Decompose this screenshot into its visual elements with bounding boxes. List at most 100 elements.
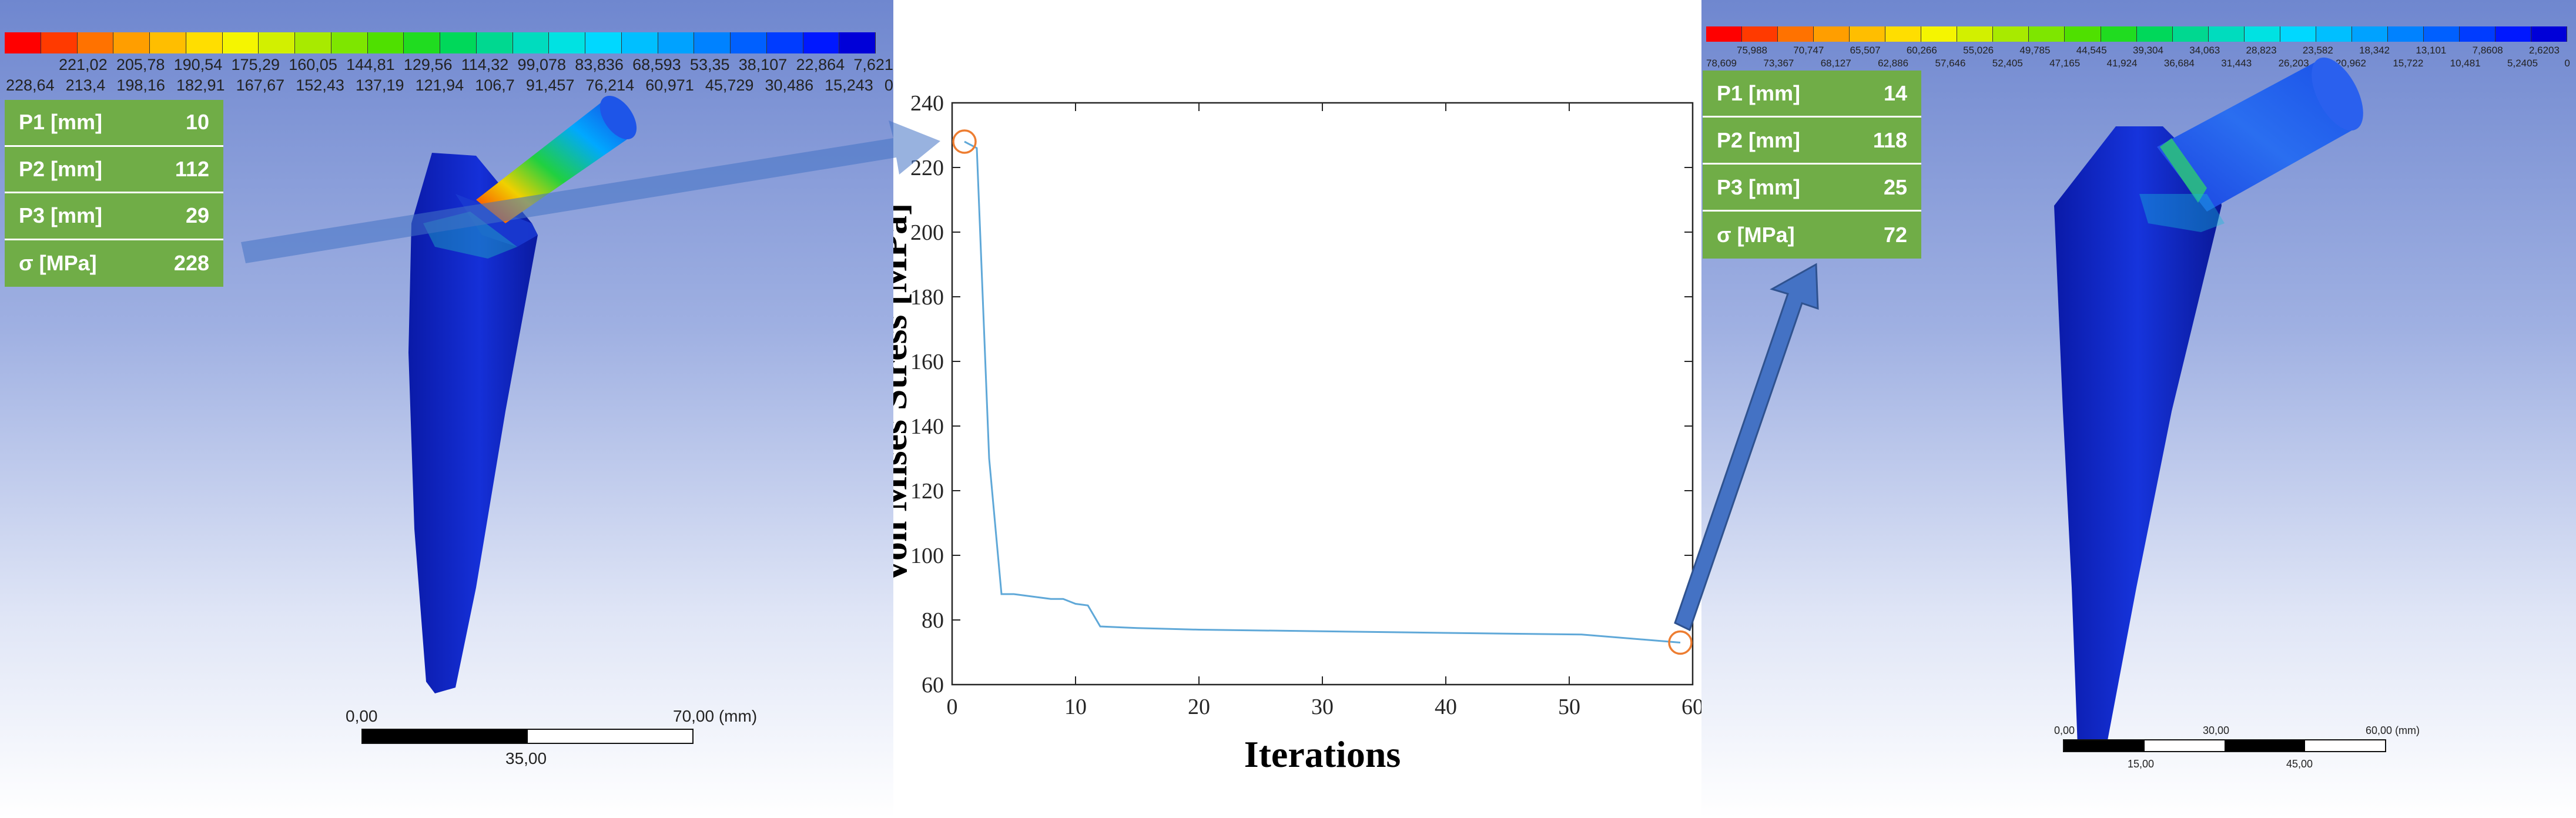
parameter-label: P2 [mm]	[1717, 128, 1801, 152]
scale-end-label: 70,00 (mm)	[673, 707, 758, 725]
parameter-value: 29	[185, 203, 209, 228]
scale-start-label: 0,00	[346, 707, 378, 725]
legend-swatch	[2172, 26, 2209, 42]
legend-swatch	[1850, 26, 1886, 42]
legend-swatch	[1993, 26, 2029, 42]
parameter-row: P2 [mm] 112	[5, 147, 223, 193]
legend-value-label: 52,405	[1992, 58, 2023, 69]
legend-swatch	[2101, 26, 2137, 42]
y-tick-label: 240	[910, 91, 944, 116]
series-line	[964, 140, 1681, 643]
parameter-table: P1 [mm] 14 P2 [mm] 118 P3 [mm] 25 σ [MPa] 72	[1703, 71, 1921, 259]
legend-swatch	[404, 32, 440, 53]
scale-mid-label: 30,00	[2203, 725, 2230, 736]
legend-value-label: 175,29	[231, 56, 280, 73]
legend-swatch	[2136, 26, 2173, 42]
legend-value-label: 144,81	[346, 56, 395, 73]
legend-value-label: 129,56	[403, 56, 453, 73]
parameter-value: 118	[1872, 128, 1907, 152]
legend-value-label: 160,05	[289, 56, 337, 73]
parameter-value: 14	[1883, 81, 1907, 105]
legend-swatch	[512, 32, 550, 53]
scale-start-label: 0,00	[2054, 725, 2075, 736]
highlight-marker	[1668, 630, 1693, 655]
parameter-value: 112	[175, 156, 209, 181]
legend-swatch	[2423, 26, 2460, 42]
legend-value-label: 10,481	[2450, 58, 2481, 69]
legend-value-label: 28,823	[2246, 45, 2277, 56]
x-tick-label: 10	[1064, 695, 1087, 719]
parameter-label: P1 [mm]	[19, 110, 103, 135]
legend-swatch	[259, 32, 295, 53]
legend-value-label: 47,165	[2049, 58, 2081, 69]
y-tick-label: 140	[910, 414, 944, 439]
legend-swatch	[2316, 26, 2352, 42]
legend-value-label: 15,722	[2393, 58, 2424, 69]
scale-mid-label: 35,00	[505, 749, 547, 767]
legend-value-label: 38,107	[738, 56, 788, 73]
legend-value-label: 76,214	[585, 76, 635, 94]
parameter-label: P1 [mm]	[1717, 81, 1801, 105]
legend-value-label: 49,785	[2019, 45, 2051, 56]
legend-swatch	[731, 32, 767, 53]
legend-value-label: 60,971	[645, 76, 694, 94]
legend-swatch	[2495, 26, 2532, 42]
legend-labels-bottom: 228,64 213,4 198,16 182,91 167,67 152,43 137,1…	[6, 76, 893, 95]
chart-panel: 0 10 20 30 40 50 60 60 80 100 120 140 160 180 200 220 24…	[893, 0, 1701, 818]
legend-value-label: 78,609	[1706, 58, 1737, 69]
legend-value-label: 18,342	[2359, 45, 2390, 56]
legend-swatch	[2208, 26, 2245, 42]
legend-swatch	[331, 32, 368, 53]
legend-swatch	[1742, 26, 1778, 42]
legend-value-label: 0	[2564, 58, 2570, 69]
legend-swatch	[367, 32, 404, 53]
legend-value-label: 114,32	[461, 56, 509, 73]
legend-value-label: 41,924	[2106, 58, 2138, 69]
parameter-label: σ [MPa]	[1717, 223, 1795, 247]
highlight-marker	[952, 129, 977, 154]
legend-value-label: 55,026	[1963, 45, 1994, 56]
stress-color-legend	[5, 32, 876, 53]
legend-value-label: 182,91	[176, 76, 225, 94]
legend-swatch	[585, 32, 622, 53]
parameter-label: P2 [mm]	[19, 156, 103, 181]
y-tick-label: 60	[922, 673, 944, 698]
y-tick-label: 220	[910, 156, 944, 180]
legend-value-label: 20,962	[2335, 58, 2366, 69]
parameter-row: P2 [mm] 118	[1703, 118, 1921, 165]
legend-swatch	[1921, 26, 1958, 42]
legend-swatch	[1706, 26, 1743, 42]
legend-value-label: 26,203	[2278, 58, 2309, 69]
y-tick-label: 160	[910, 350, 944, 374]
legend-swatch	[440, 32, 477, 53]
scale-threequarter-label: 45,00	[2286, 758, 2313, 770]
y-tick-label: 80	[922, 608, 944, 633]
x-tick-label: 30	[1311, 695, 1334, 719]
stress-iterations-chart: 0 10 20 30 40 50 60 60 80 100 120 140 160 180 200 220 24…	[893, 91, 1701, 775]
legend-swatch	[694, 32, 731, 53]
legend-swatch	[766, 32, 803, 53]
legend-swatch	[549, 32, 585, 53]
legend-swatch	[41, 32, 78, 53]
legend-value-label: 167,67	[236, 76, 285, 94]
legend-value-label: 73,367	[1763, 58, 1794, 69]
legend-swatch	[222, 32, 259, 53]
x-tick-label: 0	[947, 695, 958, 719]
legend-value-label: 31,443	[2221, 58, 2252, 69]
legend-swatch	[2280, 26, 2316, 42]
legend-swatch	[2029, 26, 2065, 42]
legend-value-label: 68,593	[632, 56, 681, 73]
y-axis-label: Von Mises Stress [MPa]	[893, 203, 915, 585]
legend-swatch	[295, 32, 331, 53]
legend-value-label: 83,836	[575, 56, 624, 73]
legend-value-label: 22,864	[796, 56, 845, 73]
legend-value-label: 152,43	[296, 76, 344, 94]
legend-value-label: 198,16	[116, 76, 165, 94]
legend-swatch	[803, 32, 840, 53]
x-tick-label: 20	[1188, 695, 1210, 719]
legend-value-label: 99,078	[517, 56, 567, 73]
parameter-table: P1 [mm] 10 P2 [mm] 112 P3 [mm] 29 σ [MPa] 228	[5, 100, 223, 287]
legend-value-label: 228,64	[6, 76, 55, 94]
femoral-stem-model	[2054, 57, 2363, 746]
legend-value-label: 70,747	[1793, 45, 1824, 56]
